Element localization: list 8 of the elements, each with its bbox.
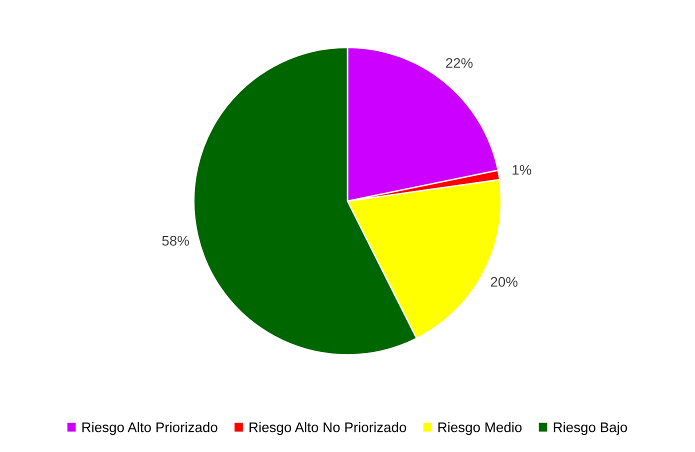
- legend-label: Riesgo Bajo: [554, 422, 628, 435]
- legend-label: Riesgo Alto No Priorizado: [250, 422, 406, 435]
- data-label: 1%: [512, 165, 532, 175]
- legend-label: Riesgo Medio: [438, 422, 522, 435]
- legend-label: Riesgo Alto Priorizado: [82, 422, 218, 435]
- data-label: 22%: [446, 58, 473, 68]
- data-label: 20%: [490, 276, 518, 287]
- data-label: 58%: [162, 236, 189, 246]
